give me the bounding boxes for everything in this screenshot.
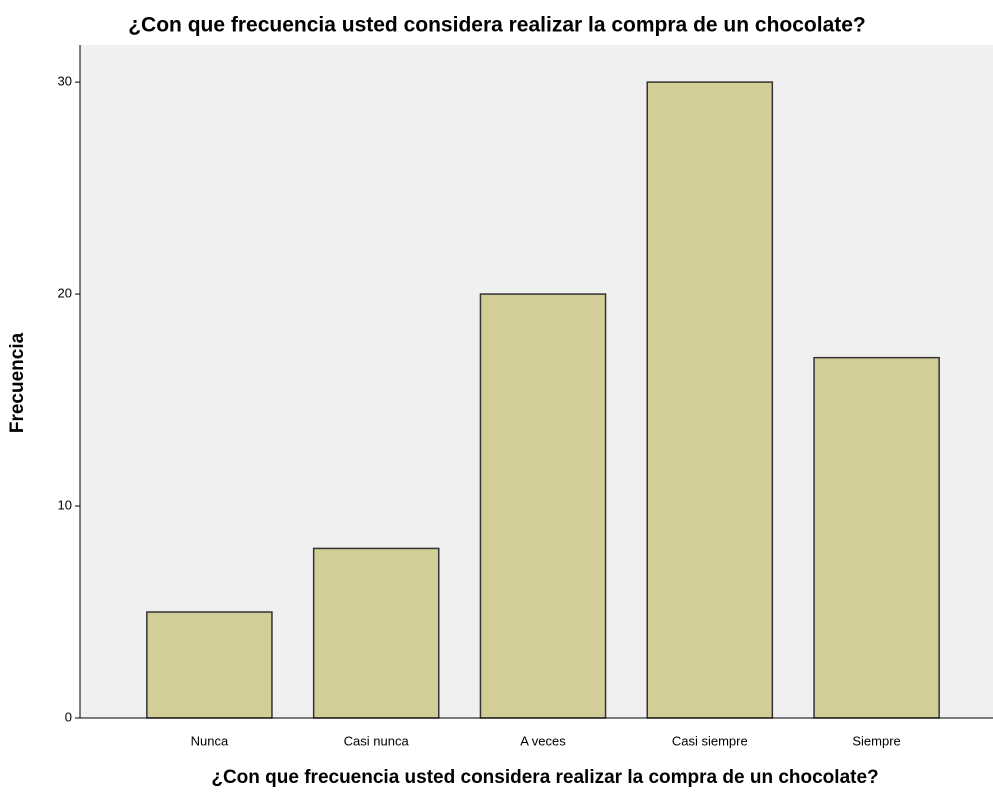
y-tick-label: 20 — [58, 286, 72, 301]
x-tick-label: A veces — [520, 733, 566, 748]
x-tick-label: Casi siempre — [672, 733, 748, 748]
bar — [146, 611, 273, 719]
x-tick-label: Casi nunca — [344, 733, 410, 748]
y-tick-label: 10 — [58, 497, 72, 512]
bar — [646, 81, 774, 719]
x-tick-label: Nunca — [191, 733, 229, 748]
y-axis-label: Frecuencia — [7, 332, 28, 433]
y-tick-label: 0 — [65, 709, 72, 724]
bar — [479, 293, 607, 719]
x-tick-label: Siempre — [852, 733, 900, 748]
bar — [312, 547, 440, 719]
x-axis-label: ¿Con que frecuencia usted considera real… — [211, 767, 878, 788]
chart-title: ¿Con que frecuencia usted considera real… — [128, 14, 866, 37]
y-tick-label: 30 — [58, 74, 72, 89]
bar — [813, 356, 940, 719]
